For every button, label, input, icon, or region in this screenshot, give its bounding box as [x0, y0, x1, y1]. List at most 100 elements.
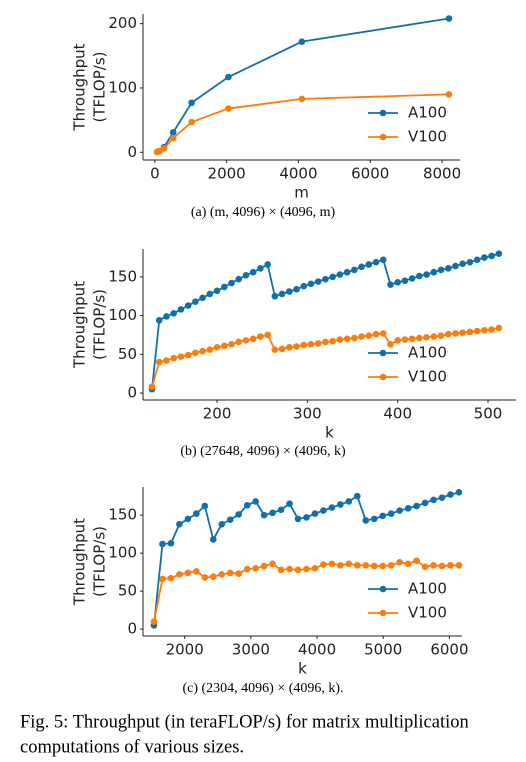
y-axis-label: Throughput	[71, 43, 89, 131]
x-tick-label: 2000	[166, 641, 204, 659]
data-point	[329, 337, 336, 345]
data-point	[213, 344, 221, 351]
data-point	[447, 562, 454, 569]
data-point	[488, 252, 495, 260]
data-point	[235, 338, 243, 346]
data-point	[242, 337, 250, 344]
data-point	[452, 330, 459, 337]
data-point	[148, 383, 156, 391]
data-point	[351, 266, 358, 274]
y-tick-label: 50	[118, 345, 137, 363]
data-point	[452, 262, 459, 270]
data-point	[466, 258, 474, 266]
data-point	[394, 278, 401, 286]
data-point	[430, 268, 438, 276]
data-point	[192, 298, 199, 305]
data-point	[294, 515, 302, 523]
x-tick-label: 6000	[430, 641, 468, 659]
data-point	[387, 281, 394, 288]
data-point	[286, 344, 293, 351]
data-point	[243, 565, 251, 573]
data-point	[303, 514, 310, 521]
data-point	[155, 358, 163, 366]
data-point	[286, 565, 293, 573]
data-point	[401, 277, 409, 285]
data-point	[314, 340, 322, 347]
data-point	[430, 333, 438, 340]
legend-marker	[379, 109, 387, 117]
data-point	[473, 327, 481, 335]
data-point	[362, 562, 370, 569]
data-point	[387, 340, 394, 348]
data-point	[226, 569, 234, 577]
data-point	[353, 562, 361, 569]
data-point	[328, 504, 336, 511]
data-point	[235, 570, 242, 577]
data-point	[322, 275, 329, 283]
y-axis-label: (TFLOP/s)	[91, 526, 109, 597]
data-point	[226, 516, 234, 523]
data-point	[394, 337, 401, 344]
data-point	[269, 509, 276, 517]
data-point	[437, 266, 445, 274]
data-point	[218, 520, 226, 528]
legend-marker	[379, 133, 387, 141]
data-point	[169, 134, 177, 142]
data-point	[252, 498, 259, 505]
data-point	[311, 565, 319, 572]
data-point	[278, 345, 286, 353]
data-point	[225, 105, 232, 112]
data-point	[387, 510, 395, 517]
data-point	[199, 294, 206, 302]
data-point	[416, 272, 423, 280]
data-point	[209, 573, 217, 581]
data-point	[455, 562, 463, 569]
x-tick-label: 8000	[423, 165, 461, 183]
data-point	[286, 288, 293, 295]
data-point	[430, 562, 437, 569]
data-point	[495, 324, 503, 332]
data-point	[416, 334, 423, 342]
x-tick-label: 500	[474, 405, 503, 423]
data-point	[421, 499, 429, 507]
data-point	[372, 330, 380, 338]
data-point	[413, 502, 420, 510]
data-point	[293, 285, 300, 293]
legend-marker	[379, 349, 387, 357]
data-point	[345, 498, 353, 505]
data-point	[188, 118, 195, 126]
data-point	[235, 511, 242, 518]
data-point	[170, 354, 178, 362]
data-point	[298, 38, 306, 45]
figure-caption: Fig. 5: Throughput (in teraFLOP/s) for m…	[20, 712, 469, 732]
y-axis-label: Throughput	[71, 518, 89, 606]
data-point	[201, 502, 209, 510]
y-tick-label: 200	[108, 14, 137, 32]
data-point	[252, 565, 259, 572]
data-point	[303, 565, 310, 573]
data-point	[413, 557, 420, 565]
data-point	[176, 520, 183, 528]
data-point	[408, 275, 416, 282]
data-point	[300, 282, 308, 290]
series-line	[156, 93, 449, 153]
data-point	[206, 346, 214, 353]
caption: (a) (m, 4096) × (4096, m)	[191, 205, 336, 220]
data-point	[372, 258, 380, 266]
data-point	[163, 357, 170, 364]
data-point	[269, 560, 276, 568]
x-tick-label: 300	[293, 405, 322, 423]
data-point	[404, 504, 412, 512]
data-point	[444, 330, 452, 338]
data-point	[466, 328, 474, 336]
data-point	[257, 333, 264, 340]
data-point	[473, 256, 481, 264]
data-point	[408, 335, 416, 343]
legend-marker	[379, 585, 387, 593]
y-tick-label: 150	[108, 267, 137, 285]
data-point	[358, 263, 365, 271]
x-tick-label: 400	[383, 405, 412, 423]
x-axis-label: k	[298, 660, 307, 678]
data-point	[225, 73, 232, 81]
